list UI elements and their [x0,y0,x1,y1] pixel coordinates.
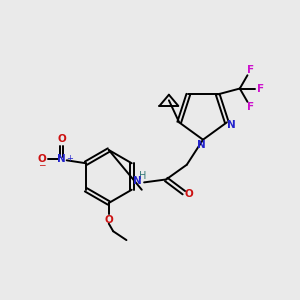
Text: O: O [104,215,113,225]
Text: H: H [139,171,146,181]
Text: −: − [38,160,46,169]
Text: O: O [185,189,194,199]
Text: O: O [38,154,46,164]
Text: F: F [257,83,265,94]
Text: O: O [57,134,66,144]
Text: N: N [196,140,205,150]
Text: N: N [57,154,66,164]
Text: +: + [66,154,73,163]
Text: F: F [247,102,254,112]
Text: F: F [247,65,254,75]
Text: N: N [133,176,142,186]
Text: N: N [227,120,236,130]
